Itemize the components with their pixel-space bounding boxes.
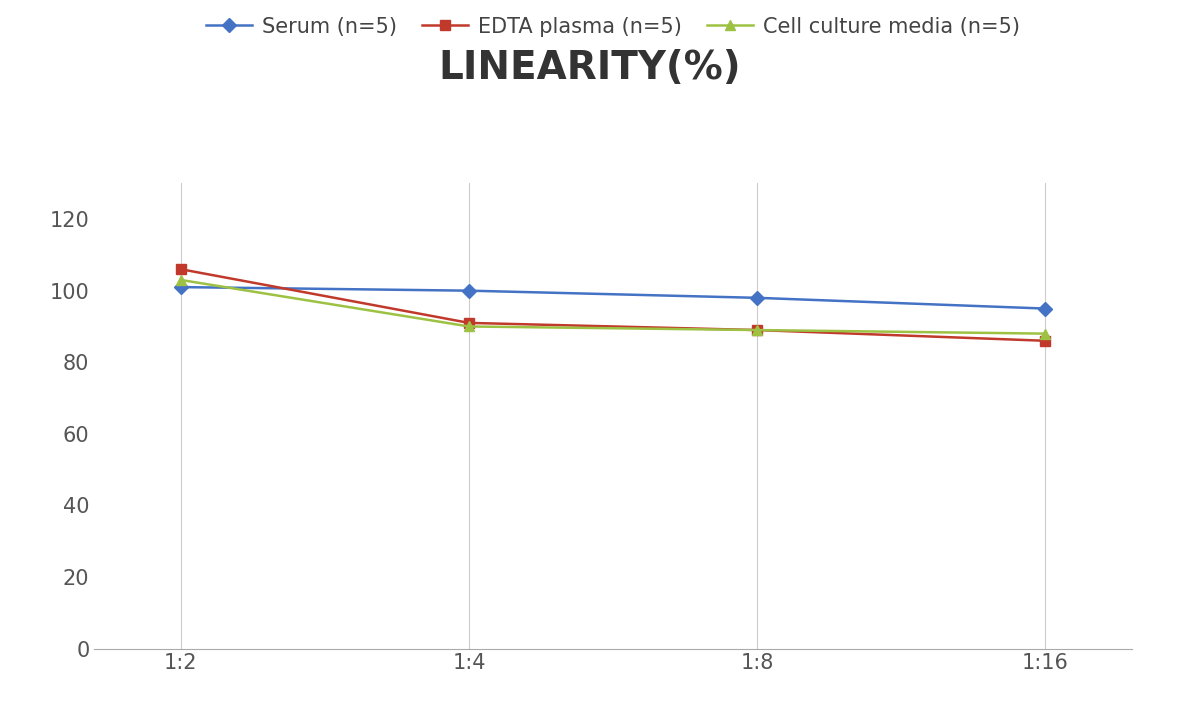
Line: Serum (n=5): Serum (n=5) [176,282,1050,314]
Line: EDTA plasma (n=5): EDTA plasma (n=5) [176,264,1050,345]
Serum (n=5) [1039,305,1053,313]
Serum (n=5) [173,283,187,291]
Cell culture media (n=5) [1039,329,1053,338]
Text: LINEARITY(%): LINEARITY(%) [439,49,740,87]
EDTA plasma (n=5) [750,326,764,334]
EDTA plasma (n=5) [462,319,476,327]
EDTA plasma (n=5) [1039,336,1053,345]
Cell culture media (n=5) [750,326,764,334]
Cell culture media (n=5) [462,322,476,331]
EDTA plasma (n=5) [173,265,187,274]
Legend: Serum (n=5), EDTA plasma (n=5), Cell culture media (n=5): Serum (n=5), EDTA plasma (n=5), Cell cul… [206,17,1020,37]
Line: Cell culture media (n=5): Cell culture media (n=5) [176,275,1050,338]
Serum (n=5) [462,286,476,295]
Serum (n=5) [750,293,764,302]
Cell culture media (n=5) [173,276,187,284]
